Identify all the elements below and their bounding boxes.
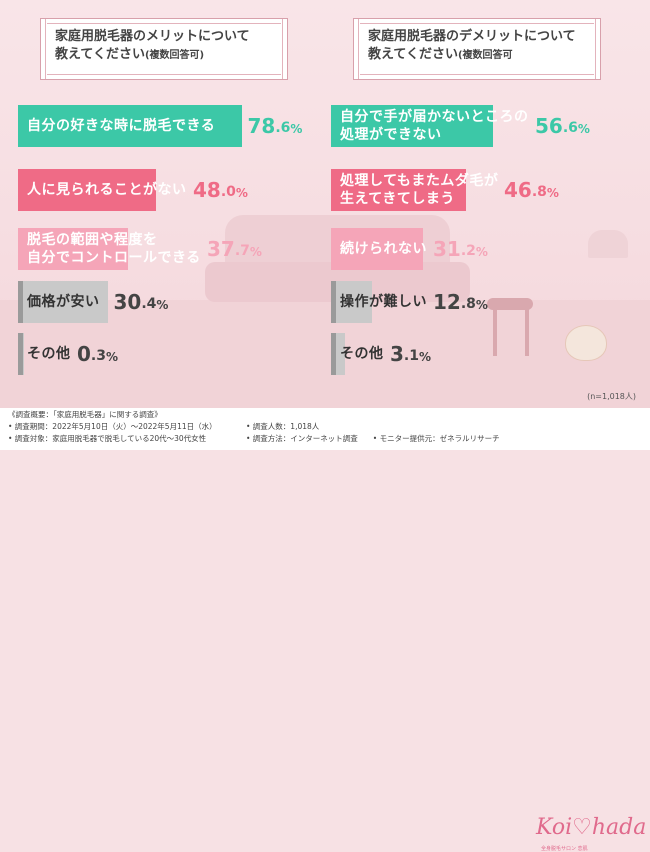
demerit-value-pct: % (475, 244, 488, 259)
merit-value-int: 78 (247, 114, 276, 138)
demerit-value-int: 31 (433, 237, 461, 261)
room-floor (0, 300, 650, 408)
demerit-value-pct: % (577, 121, 590, 136)
demerit-bar (336, 228, 423, 270)
merit-bar (23, 333, 24, 375)
demerit-category-label: 操作が難しい (340, 294, 427, 310)
merit-category-label: その他 (27, 346, 71, 362)
stool-leg (525, 308, 529, 356)
demerit-bar (336, 169, 467, 211)
merit-value-int: 0 (77, 342, 91, 366)
survey-count: • 調査人数：1,018人 (246, 422, 320, 431)
merit-bar-stem (18, 169, 23, 211)
merit-value-label: 48.0% (193, 169, 248, 211)
demerit-value-int: 56 (535, 114, 563, 138)
demerit-value-label: 3.1% (390, 333, 431, 375)
merit-bar (23, 281, 108, 323)
merit-title-text: 家庭用脱毛器のメリットについて 教えてください (55, 29, 250, 62)
merit-bar-stem (18, 333, 23, 375)
stool-illustration (487, 298, 533, 310)
merit-value-pct: % (156, 297, 169, 312)
demerit-title-text: 家庭用脱毛器のデメリットについて 教えてください (368, 29, 576, 62)
stool-leg (493, 308, 497, 356)
merit-category-label: 人に見られることがない (27, 182, 187, 198)
demerit-value-dec: .6 (562, 120, 578, 136)
demerit-category-label: 処理してもまたムダ毛が 生えてきてしまう (340, 173, 499, 207)
merit-bar-stem (18, 105, 23, 147)
demerit-title-note: (複数回答可 (457, 50, 513, 61)
merit-value-pct: % (290, 121, 303, 136)
demerit-category-label: その他 (340, 346, 384, 362)
merit-value-dec: .0 (220, 184, 236, 200)
sample-size-note: (n=1,018人) (587, 392, 636, 401)
demerit-value-label: 12.8% (433, 281, 488, 323)
demerit-value-int: 3 (390, 342, 404, 366)
merit-bar-stem (18, 228, 23, 270)
demerit-value-int: 12 (433, 290, 461, 314)
merit-category-label: 自分の好きな時に脱毛できる (27, 118, 216, 134)
merit-value-int: 48 (193, 178, 221, 202)
demerit-bar (336, 333, 345, 375)
demerit-value-pct: % (546, 185, 559, 200)
merit-value-label: 78.6% (248, 105, 303, 147)
survey-footer: 《調査概要：「家庭用脱毛器」に関する調査》 • 調査期間：2022年5月10日（… (0, 408, 650, 852)
demerit-bar-stem (331, 228, 336, 270)
merit-value-dec: .4 (141, 296, 157, 312)
lamp-illustration (588, 230, 628, 258)
merit-bar (23, 228, 128, 270)
merit-value-int: 37 (207, 237, 235, 261)
demerit-value-label: 46.8% (504, 169, 559, 211)
demerit-value-pct: % (475, 297, 488, 312)
demerit-value-int: 46 (504, 178, 532, 202)
demerit-bar-stem (331, 105, 336, 147)
merit-value-pct: % (235, 185, 248, 200)
merit-value-label: 0.3% (77, 333, 118, 375)
merit-value-pct: % (105, 349, 119, 364)
merit-category-label: 価格が安い (27, 294, 100, 310)
merit-chart-title: 家庭用脱毛器のメリットについて 教えてください(複数回答可) (40, 18, 288, 80)
merit-title-note: (複数回答可) (144, 50, 205, 61)
demerit-category-label: 自分で手が届かないところの 処理ができない (340, 109, 529, 143)
demerit-value-dec: .1 (403, 348, 419, 364)
merit-value-label: 30.4% (114, 281, 169, 323)
demerit-chart-title: 家庭用脱毛器のデメリットについて 教えてください(複数回答可 (353, 18, 601, 80)
merit-value-int: 30 (113, 290, 142, 314)
merit-value-dec: .3 (90, 348, 106, 364)
koihada-logo-subtitle: 全身脱毛サロン 恋肌 (541, 846, 588, 852)
demerit-value-pct: % (418, 349, 432, 364)
merit-value-dec: .7 (234, 243, 250, 259)
survey-heading: 《調査概要：「家庭用脱毛器」に関する調査》 (8, 410, 162, 419)
merit-category-label: 脱毛の範囲や程度を 自分でコントロールできる (27, 232, 201, 266)
cat-illustration (565, 325, 607, 361)
merit-bar (23, 105, 242, 147)
demerit-bar-stem (331, 281, 336, 323)
chart-stage: 家庭用脱毛器のメリットについて 教えてください(複数回答可) 家庭用脱毛器のデメ… (0, 0, 650, 408)
demerit-bar (336, 105, 494, 147)
merit-value-pct: % (249, 244, 262, 259)
merit-bar (23, 169, 157, 211)
koihada-logo: Koi♡hada (536, 815, 647, 840)
merit-bar-stem (18, 281, 23, 323)
survey-period: • 調査期間：2022年5月10日（火）～2022年5月11日（水） (8, 422, 217, 431)
demerit-bar (336, 281, 372, 323)
demerit-value-label: 31.2% (433, 228, 488, 270)
demerit-bar-stem (331, 333, 336, 375)
demerit-bar-stem (331, 169, 336, 211)
merit-value-label: 37.7% (207, 228, 262, 270)
merit-value-dec: .6 (275, 120, 291, 136)
demerit-value-label: 56.6% (535, 105, 590, 147)
demerit-value-dec: .8 (531, 184, 547, 200)
demerit-category-label: 続けられない (340, 241, 427, 257)
survey-target: • 調査対象：家庭用脱毛器で脱毛している20代～30代女性 (8, 434, 207, 443)
demerit-value-dec: .8 (460, 296, 476, 312)
survey-method: • 調査方法：インターネット調査 • モニター提供元：ゼネラルリサーチ (246, 434, 500, 443)
demerit-value-dec: .2 (460, 243, 476, 259)
